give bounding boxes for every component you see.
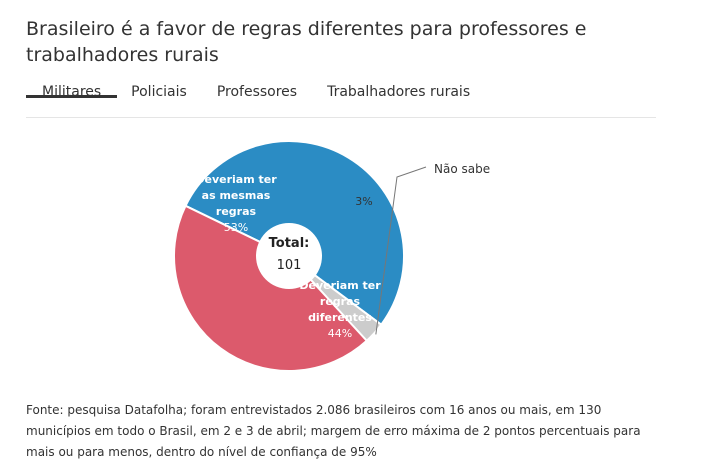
tab-trabalhadores-rurais[interactable]: Trabalhadores rurais	[327, 84, 471, 100]
slice-value-2: 3%	[355, 195, 372, 208]
tab-militares[interactable]: Militares	[25, 84, 118, 100]
slice-value-0: 53%	[224, 221, 248, 234]
slice-leader-2	[375, 166, 427, 335]
pie-slice-0[interactable]	[184, 140, 405, 327]
center-label: Total:	[269, 236, 310, 251]
slice-label-1: diferentes	[308, 311, 372, 324]
slice-label-2: Não sabe	[434, 162, 490, 176]
divider	[26, 117, 656, 118]
center-value: 101	[277, 258, 302, 273]
slice-label-0: as mesmas	[202, 189, 271, 202]
source-note: Fonte: pesquisa Datafolha; foram entrevi…	[26, 403, 641, 459]
slice-label-1: regras	[320, 295, 361, 308]
slice-label-0: regras	[216, 205, 257, 218]
pie-center	[256, 223, 322, 289]
tab-bar: Militares Policiais Professores Trabalha…	[25, 84, 500, 104]
chart-title: Brasileiro é a favor de regras diferente…	[26, 18, 587, 66]
slice-label-1: Deveriam ter	[299, 279, 381, 292]
tab-policiais[interactable]: Policiais	[131, 84, 187, 100]
slice-value-1: 44%	[328, 327, 352, 340]
pie-slice-1[interactable]	[173, 204, 369, 372]
tab-professores[interactable]: Professores	[216, 84, 298, 100]
slice-label-0: Deveriam ter	[195, 173, 277, 186]
pie-slice-2[interactable]	[288, 255, 383, 343]
